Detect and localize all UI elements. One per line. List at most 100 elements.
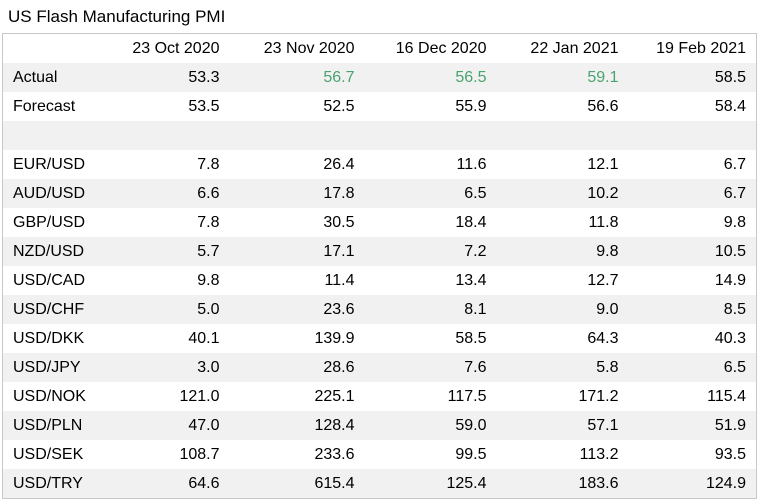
- table-row: USD/DKK 40.1 139.9 58.5 64.3 40.3: [2, 324, 757, 353]
- table-cell: 5.8: [496, 353, 629, 382]
- table-cell: 3.0: [94, 353, 230, 382]
- table-cell: 139.9: [229, 324, 365, 353]
- table-cell: 53.3: [94, 63, 230, 92]
- table-cell: 108.7: [94, 440, 230, 469]
- table-cell: [628, 121, 757, 150]
- table-cell: 57.1: [496, 411, 629, 440]
- table-cell: 9.8: [628, 208, 757, 237]
- table-cell: 9.0: [496, 295, 629, 324]
- table-cell: 113.2: [496, 440, 629, 469]
- table-row: USD/JPY 3.0 28.6 7.6 5.8 6.5: [2, 353, 757, 382]
- table-cell: 6.5: [364, 179, 497, 208]
- table-cell: 40.1: [94, 324, 230, 353]
- row-label: GBP/USD: [2, 208, 95, 237]
- table-cell: 12.7: [496, 266, 629, 295]
- row-label: USD/NOK: [2, 382, 95, 411]
- table-cell: 93.5: [628, 440, 757, 469]
- table-cell: 58.4: [628, 92, 757, 121]
- table-body: Actual 53.3 56.7 56.5 59.1 58.5 Forecast 53.5 52…: [2, 63, 757, 499]
- header-row: 23 Oct 2020 23 Nov 2020 16 Dec 2020 22 Jan …: [2, 33, 757, 63]
- table-row: USD/TRY 64.6 615.4 125.4 183.6 124.9: [2, 469, 757, 499]
- table-cell: 225.1: [229, 382, 365, 411]
- row-label: USD/JPY: [2, 353, 95, 382]
- table-cell: 26.4: [229, 150, 365, 179]
- table-cell: [94, 121, 230, 150]
- table-cell: 13.4: [364, 266, 497, 295]
- table-row: AUD/USD 6.6 17.8 6.5 10.2 6.7: [2, 179, 757, 208]
- table-cell: 18.4: [364, 208, 497, 237]
- table-cell: 56.5: [364, 63, 497, 92]
- table-cell: 51.9: [628, 411, 757, 440]
- row-label: USD/PLN: [2, 411, 95, 440]
- spacer-row: [2, 121, 757, 150]
- row-label: Actual: [2, 63, 95, 92]
- table-cell: 233.6: [229, 440, 365, 469]
- table-row: USD/CAD 9.8 11.4 13.4 12.7 14.9: [2, 266, 757, 295]
- table-cell: 171.2: [496, 382, 629, 411]
- table-cell: 124.9: [628, 469, 757, 499]
- table-cell: 53.5: [94, 92, 230, 121]
- row-label: NZD/USD: [2, 237, 95, 266]
- table-cell: 121.0: [94, 382, 230, 411]
- table-cell: 28.6: [229, 353, 365, 382]
- table-cell: 7.6: [364, 353, 497, 382]
- table-cell: 40.3: [628, 324, 757, 353]
- row-label: AUD/USD: [2, 179, 95, 208]
- table-cell: 17.1: [229, 237, 365, 266]
- table-cell: 6.7: [628, 179, 757, 208]
- table-cell: 55.9: [364, 92, 497, 121]
- table-cell: 64.6: [94, 469, 230, 499]
- table-cell: 12.1: [496, 150, 629, 179]
- table-cell: [496, 121, 629, 150]
- table-row: NZD/USD 5.7 17.1 7.2 9.8 10.5: [2, 237, 757, 266]
- table-cell: 10.5: [628, 237, 757, 266]
- table-cell: [229, 121, 365, 150]
- table-cell: 125.4: [364, 469, 497, 499]
- table-cell: 58.5: [628, 63, 757, 92]
- table-cell: 8.5: [628, 295, 757, 324]
- table-cell: 9.8: [496, 237, 629, 266]
- table-cell: 23.6: [229, 295, 365, 324]
- table-cell: 8.1: [364, 295, 497, 324]
- table-cell: 47.0: [94, 411, 230, 440]
- column-header: 22 Jan 2021: [496, 33, 629, 63]
- table-cell: 64.3: [496, 324, 629, 353]
- table-row: USD/PLN 47.0 128.4 59.0 57.1 51.9: [2, 411, 757, 440]
- table-cell: 59.1: [496, 63, 629, 92]
- table-cell: 7.8: [94, 150, 230, 179]
- row-label: EUR/USD: [2, 150, 95, 179]
- table-cell: 115.4: [628, 382, 757, 411]
- table-cell: 7.8: [94, 208, 230, 237]
- table-cell: 6.7: [628, 150, 757, 179]
- table-cell: 52.5: [229, 92, 365, 121]
- table-cell: 14.9: [628, 266, 757, 295]
- table-cell: 56.7: [229, 63, 365, 92]
- column-header: 23 Nov 2020: [229, 33, 365, 63]
- row-label: USD/CHF: [2, 295, 95, 324]
- table-cell: 59.0: [364, 411, 497, 440]
- table-cell: 30.5: [229, 208, 365, 237]
- table-cell: 5.7: [94, 237, 230, 266]
- row-label: [2, 121, 95, 150]
- row-label: USD/TRY: [2, 469, 95, 499]
- table-row: GBP/USD 7.8 30.5 18.4 11.8 9.8: [2, 208, 757, 237]
- table-cell: [364, 121, 497, 150]
- table-cell: 128.4: [229, 411, 365, 440]
- table-row: USD/CHF 5.0 23.6 8.1 9.0 8.5: [2, 295, 757, 324]
- table-row: Forecast 53.5 52.5 55.9 56.6 58.4: [2, 92, 757, 121]
- table-cell: 7.2: [364, 237, 497, 266]
- row-label: USD/CAD: [2, 266, 95, 295]
- pmi-table: 23 Oct 2020 23 Nov 2020 16 Dec 2020 22 Jan …: [2, 33, 757, 499]
- row-label: USD/DKK: [2, 324, 95, 353]
- table-row: USD/SEK 108.7 233.6 99.5 113.2 93.5: [2, 440, 757, 469]
- table-cell: 183.6: [496, 469, 629, 499]
- header-corner: [2, 33, 95, 63]
- row-label: Forecast: [2, 92, 95, 121]
- table-cell: 11.6: [364, 150, 497, 179]
- table-row: USD/NOK 121.0 225.1 117.5 171.2 115.4: [2, 382, 757, 411]
- table-cell: 6.6: [94, 179, 230, 208]
- table-cell: 5.0: [94, 295, 230, 324]
- table-cell: 117.5: [364, 382, 497, 411]
- table-cell: 11.4: [229, 266, 365, 295]
